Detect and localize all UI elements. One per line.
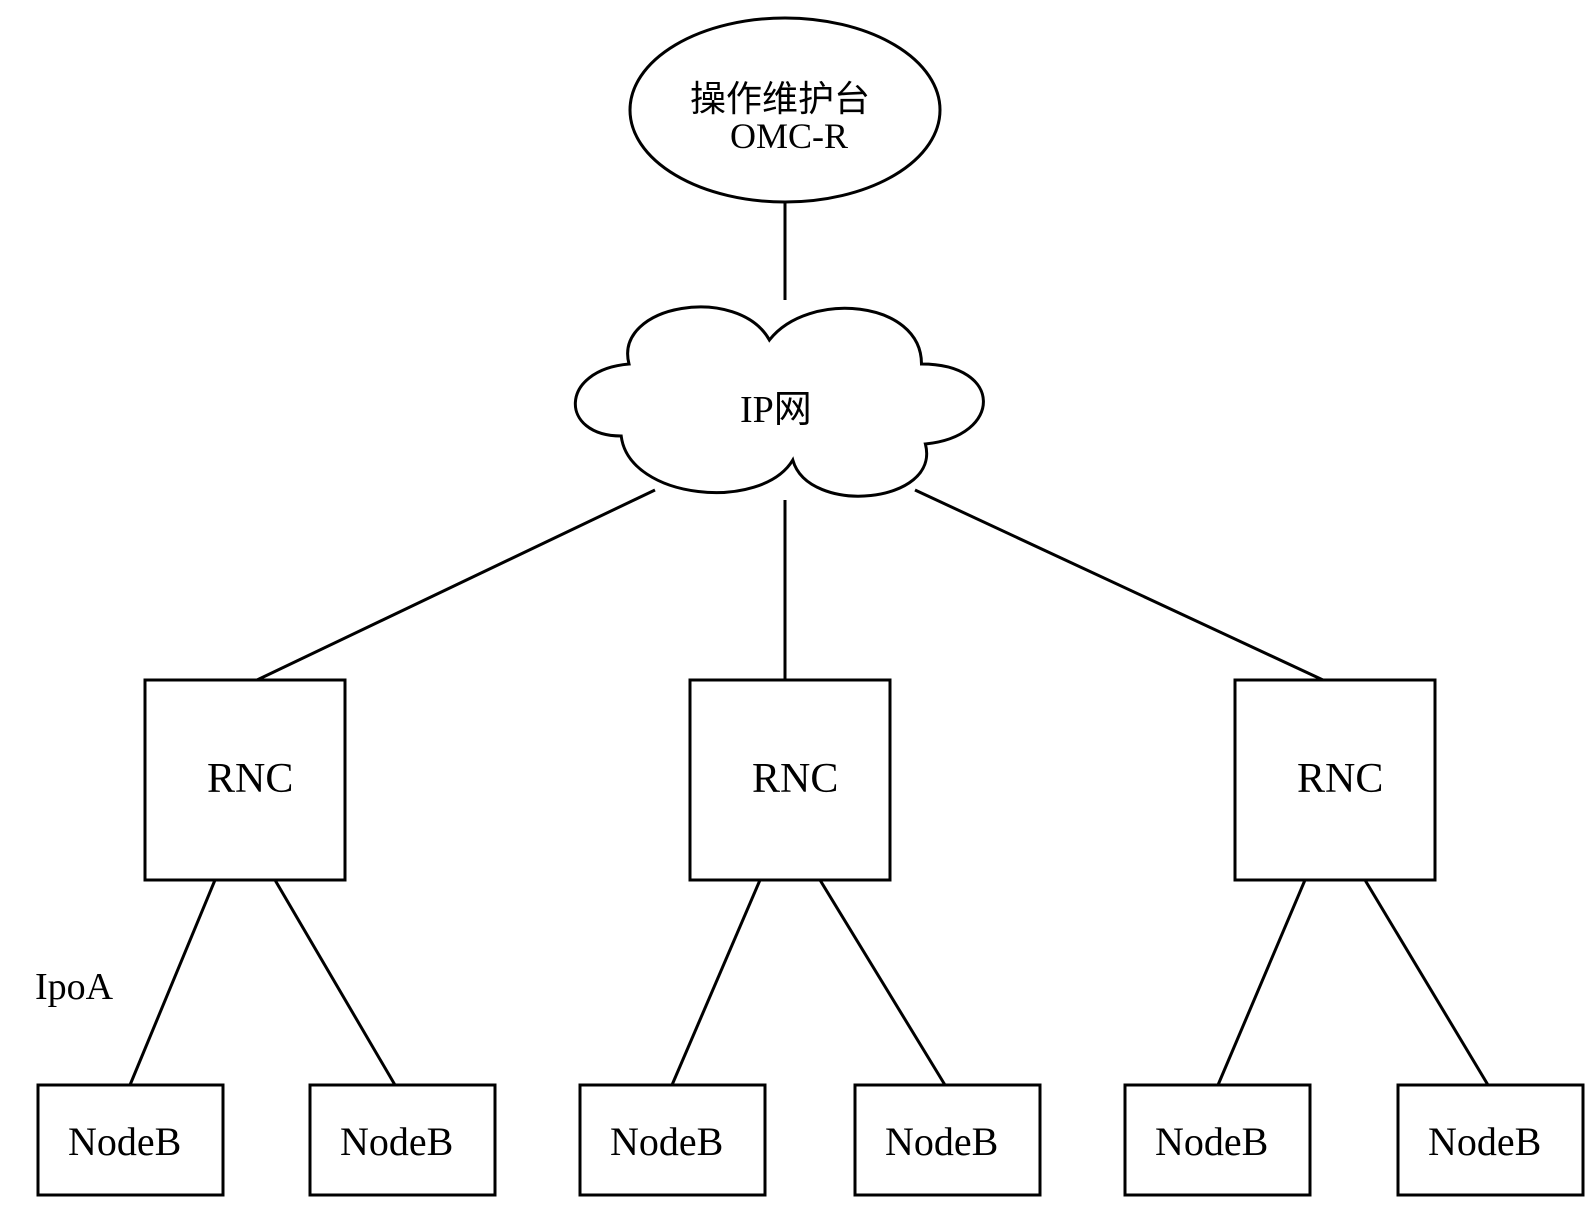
network-diagram: 操作维护台 OMC-R IP网 RNC RNC RNC NodeB NodeB … xyxy=(0,0,1594,1216)
omc-label-line2: OMC-R xyxy=(730,115,848,157)
nodeb3-label: NodeB xyxy=(610,1118,723,1165)
rnc1-label: RNC xyxy=(207,755,293,803)
edges-group xyxy=(130,202,1488,1085)
edge-rnc1-nodeb1 xyxy=(130,880,215,1085)
diagram-svg xyxy=(0,0,1594,1216)
cloud-label: IP网 xyxy=(740,378,812,433)
edge-rnc3-nodeb5 xyxy=(1218,880,1305,1085)
ipoa-label: IpoA xyxy=(35,965,113,1009)
edge-cloud-rnc3 xyxy=(915,490,1323,680)
edge-rnc1-nodeb2 xyxy=(275,880,395,1085)
nodeb1-label: NodeB xyxy=(68,1118,181,1165)
edge-rnc2-nodeb4 xyxy=(820,880,945,1085)
nodeb2-label: NodeB xyxy=(340,1118,453,1165)
edge-rnc2-nodeb3 xyxy=(672,880,760,1085)
edge-rnc3-nodeb6 xyxy=(1365,880,1488,1085)
rnc3-label: RNC xyxy=(1297,755,1383,803)
nodeb5-label: NodeB xyxy=(1155,1118,1268,1165)
nodeb4-label: NodeB xyxy=(885,1118,998,1165)
rnc2-label: RNC xyxy=(752,755,838,803)
nodeb6-label: NodeB xyxy=(1428,1118,1541,1165)
edge-cloud-rnc1 xyxy=(257,490,655,680)
